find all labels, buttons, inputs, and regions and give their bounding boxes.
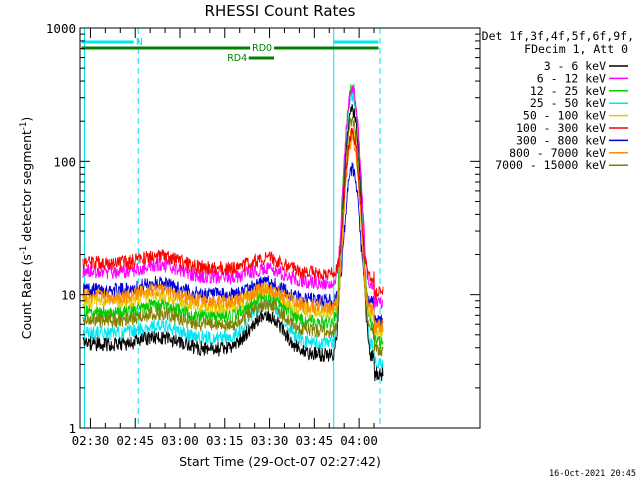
series-line xyxy=(82,127,384,301)
flag-rd0-label: RD0 xyxy=(252,43,272,54)
legend-label: 7000 - 15000 keV xyxy=(495,158,606,172)
legend-label: 800 - 7000 keV xyxy=(509,146,606,160)
series-line xyxy=(82,162,384,327)
legend-label: 100 - 300 keV xyxy=(516,121,606,135)
y-axis-ticks: 1 10 100 1000 xyxy=(46,21,480,436)
plot-frame xyxy=(79,27,481,429)
series-line xyxy=(82,133,384,333)
series-line xyxy=(82,104,384,382)
x-tick-label: 03:45 xyxy=(296,433,334,448)
series-line xyxy=(82,116,384,357)
series-group xyxy=(82,83,384,382)
date-stamp: 16-Oct-2021 20:45 xyxy=(549,469,636,479)
y-tick-label: 100 xyxy=(53,154,76,169)
chart-title: RHESSI Count Rates xyxy=(205,2,356,20)
x-tick-label: 03:30 xyxy=(251,433,289,448)
y-tick-label: 10 xyxy=(61,288,76,303)
legend-label: 3 - 6 keV xyxy=(544,59,606,73)
y-tick-label: 1 xyxy=(68,421,76,436)
x-tick-label: 03:15 xyxy=(206,433,244,448)
series-line xyxy=(82,83,384,350)
legend-label: 12 - 25 keV xyxy=(530,84,606,98)
x-tick-label: 02:45 xyxy=(116,433,154,448)
x-tick-label: 02:30 xyxy=(72,433,110,448)
event-lines xyxy=(83,28,381,428)
x-axis-label: Start Time (29-Oct-07 02:27:42) xyxy=(179,454,381,469)
legend-header-line-1: Det 1f,3f,4f,5f,6f,9f, xyxy=(482,29,634,43)
y-axis-label: Count Rate (s-1 detector segment-1) xyxy=(19,117,34,340)
legend-label: 300 - 800 keV xyxy=(516,133,606,147)
y-tick-label: 1000 xyxy=(46,21,76,36)
series-line xyxy=(82,90,384,370)
flag-rd4-label: RD4 xyxy=(227,53,247,64)
legend-label: 50 - 100 keV xyxy=(523,109,606,123)
series-line xyxy=(82,85,384,309)
x-tick-label: 04:00 xyxy=(340,433,378,448)
x-tick-label: 03:00 xyxy=(161,433,199,448)
flag-bars: N RD0 RD4 xyxy=(81,37,379,64)
flag-n-label: N xyxy=(136,37,143,48)
legend-header-line-2: FDecim 1, Att 0 xyxy=(524,42,628,56)
legend-label: 6 - 12 keV xyxy=(537,71,606,85)
legend-label: 25 - 50 keV xyxy=(530,96,606,110)
x-axis-ticks: 02:30 02:45 03:00 03:15 03:30 03:45 04:00 xyxy=(72,28,378,448)
